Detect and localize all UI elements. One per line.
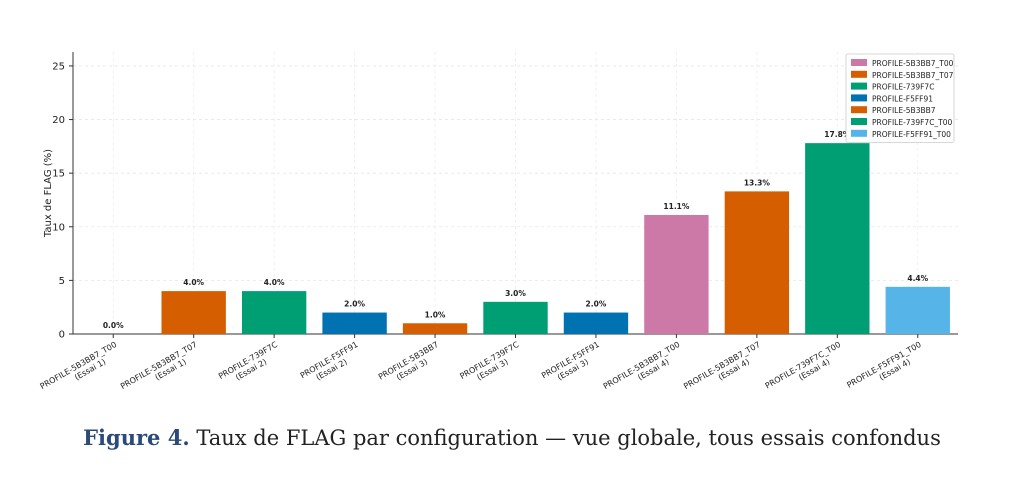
legend-swatch [851,59,867,66]
bar-value-label: 0.0% [103,321,124,330]
bar-value-label: 2.0% [586,300,607,309]
x-tick-label: PROFILE-739F7C(Essai 3) [458,340,525,390]
legend-label: PROFILE-5B3BB7_T00 [872,59,954,68]
legend-label: PROFILE-F5FF91_T00 [872,130,951,139]
y-tick-label: 10 [52,222,65,233]
x-tick-label: PROFILE-F5FF91_T00(Essai 4) [845,340,927,398]
y-tick-label: 25 [52,61,65,72]
legend-label: PROFILE-739F7C_T00 [872,118,953,127]
bar-value-label: 4.0% [183,278,204,287]
legend-swatch [851,106,867,114]
legend-label: PROFILE-5B3BB7_T07 [872,71,954,80]
y-tick-label: 0 [59,330,65,341]
y-axis-label: Taux de FLAG (%) [43,149,54,238]
x-tick-label: PROFILE-5B3BB7_T00(Essai 1) [39,340,123,399]
bar-value-label: 2.0% [344,300,365,309]
bar-value-label: 13.3% [744,178,771,187]
legend-swatch [851,129,867,137]
legend-swatch [851,70,867,78]
bar-value-label: 4.0% [264,278,285,287]
bar [805,143,870,334]
bar [322,312,387,334]
x-tick-label: PROFILE-F5FF91(Essai 2) [299,340,365,389]
bar [724,191,790,334]
figure-caption-text: Taux de FLAG par configuration — vue glo… [196,426,941,450]
legend-swatch [851,118,867,125]
bar [161,291,226,334]
bar-chart: 0 5 10 15 20 25 Taux de FLAG (%) 0.0% PROFILE-5B… [39,52,958,399]
figure-caption: Figure 4. Taux de FLAG par configuration… [0,425,1024,450]
legend-label: PROFILE-5B3BB7 [872,106,936,115]
x-tick-label: PROFILE-F5FF91(Essai 3) [540,340,606,389]
chart-container: 0 5 10 15 20 25 Taux de FLAG (%) 0.0% PROFILE-5B… [39,52,958,399]
y-tick-label: 15 [52,169,65,180]
bar-value-label: 17.8% [824,130,851,139]
x-tick-label: PROFILE-5B3BB7_T00(Essai 4) [602,340,686,399]
bar [483,301,548,334]
bar-value-label: 1.0% [425,310,446,319]
bar-value-label: 11.1% [663,202,690,211]
legend-swatch [851,82,867,90]
legend-swatch [851,94,867,102]
bar [885,286,950,334]
x-tick-label: PROFILE-739F7C_T00(Essai 4) [764,340,847,399]
bar-value-label: 4.4% [907,274,928,283]
x-tick-label: PROFILE-5B3BB7_T07(Essai 1) [119,340,203,399]
bar-value-label: 3.0% [505,289,526,298]
legend-label: PROFILE-739F7C [872,83,934,92]
y-tick-label: 5 [59,276,65,287]
x-tick-label: PROFILE-739F7C(Essai 2) [217,340,284,390]
bar [563,312,629,334]
bar [644,214,709,334]
bar [402,323,468,334]
x-tick-label: PROFILE-5B3BB7_T07(Essai 4) [682,340,766,399]
legend-box [845,53,955,143]
y-tick-label: 20 [52,115,65,126]
legend-label: PROFILE-F5FF91 [872,94,933,103]
figure-label: Figure 4. [83,425,190,450]
bar [241,291,307,334]
x-tick-label: PROFILE-5B3BB7(Essai 3) [377,340,445,390]
